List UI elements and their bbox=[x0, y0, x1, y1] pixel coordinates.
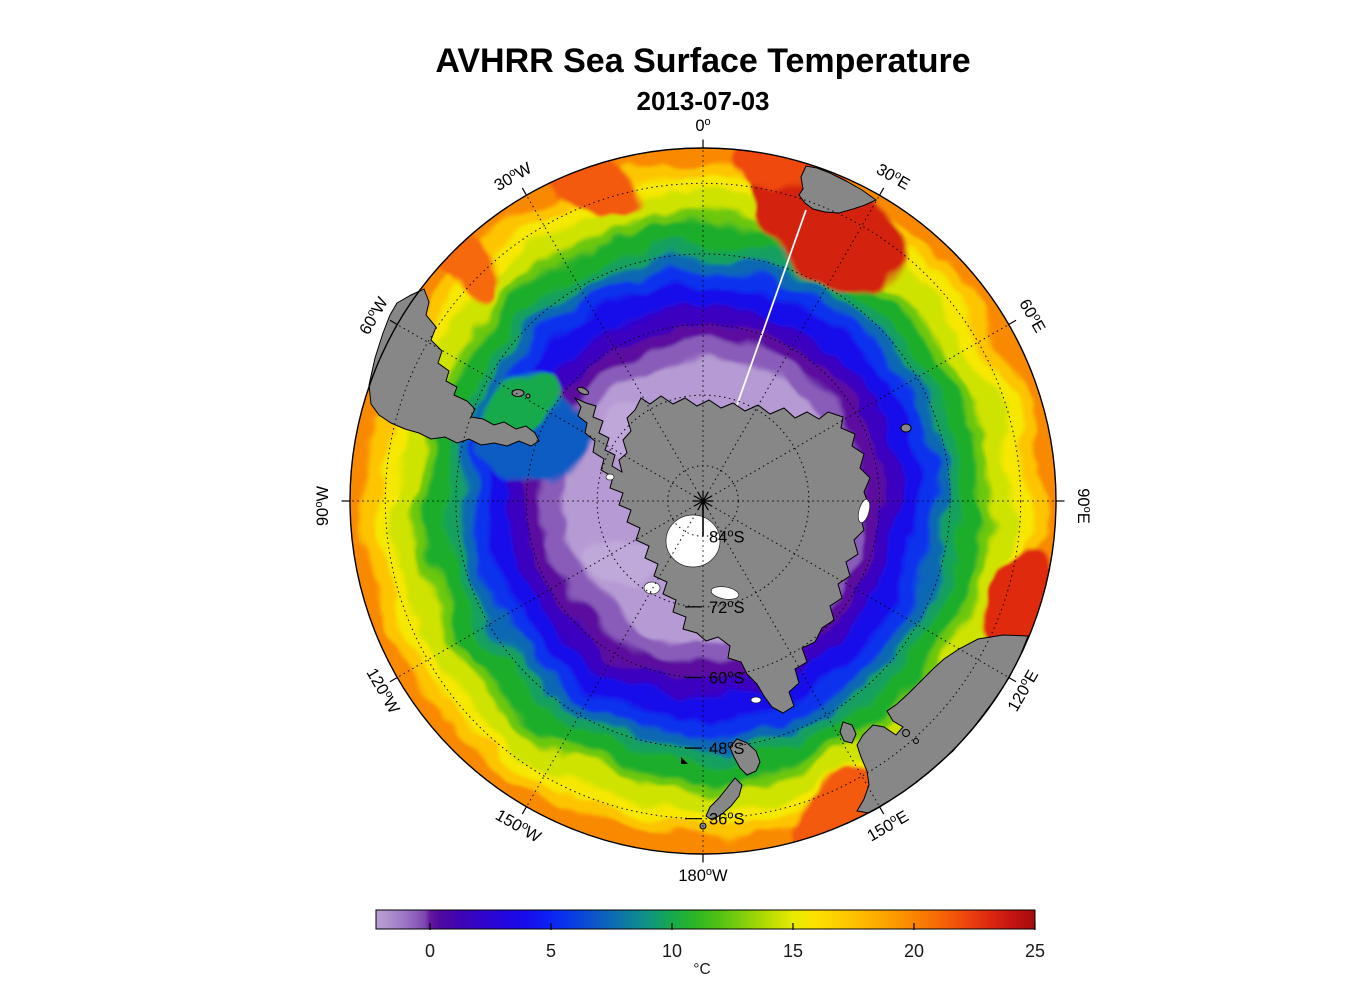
pole-marker bbox=[697, 492, 709, 510]
islet bbox=[902, 729, 910, 737]
landmass-new-zealand-north bbox=[729, 738, 761, 776]
colorbar-tick-label: 5 bbox=[546, 941, 556, 961]
longitude-label: 90oW bbox=[313, 486, 332, 526]
landmass-south-america bbox=[368, 288, 540, 447]
graticule-parallel bbox=[384, 182, 1022, 820]
island-falkland bbox=[511, 389, 525, 397]
ice-shelf bbox=[605, 473, 615, 481]
longitude-label: 60oE bbox=[1015, 296, 1049, 336]
colorbar-unit-label: °C bbox=[693, 961, 710, 978]
ice-shelf bbox=[857, 498, 871, 524]
longitude-label: 30oW bbox=[491, 158, 536, 195]
island-kerguelen bbox=[900, 423, 912, 433]
sst-cold-feature bbox=[484, 372, 560, 438]
colorbar-tick-label: 10 bbox=[662, 941, 682, 961]
landmass-africa bbox=[798, 165, 877, 214]
sst-mottle bbox=[582, 538, 654, 586]
latitude-label: 72oS bbox=[709, 598, 745, 617]
latitude-label: 84oS bbox=[709, 527, 745, 546]
latitude-label: 60oS bbox=[709, 669, 745, 688]
colorbar-tick-label: 0 bbox=[425, 941, 435, 961]
longitude-tick bbox=[1008, 319, 1017, 326]
ice-shelf bbox=[710, 586, 740, 600]
longitude-tick bbox=[521, 806, 528, 815]
graticule-meridian bbox=[706, 502, 1009, 678]
graticule-parallel bbox=[455, 253, 951, 749]
graticule-meridian bbox=[704, 504, 880, 807]
date-subtitle: 2013-07-03 bbox=[636, 86, 770, 116]
longitude-tick bbox=[521, 187, 528, 196]
islet-marker bbox=[681, 757, 688, 764]
colorbar-tick-label: 25 bbox=[1025, 941, 1045, 961]
longitude-tick bbox=[1008, 676, 1017, 683]
longitude-label: 30oE bbox=[873, 159, 913, 193]
page-title: AVHRR Sea Surface Temperature bbox=[435, 42, 971, 80]
colorbar bbox=[375, 909, 1036, 930]
island-falkland bbox=[525, 393, 531, 399]
colorbar-tick-label: 20 bbox=[904, 941, 924, 961]
latitude-label: 36oS bbox=[709, 810, 745, 829]
landmass-new-zealand-south bbox=[705, 777, 743, 821]
graticule-meridian bbox=[706, 324, 1009, 500]
colorbar-tick-label: 15 bbox=[783, 941, 803, 961]
longitude-tick bbox=[389, 676, 398, 683]
landmass-tasmania bbox=[839, 721, 857, 744]
longitude-label: 180oW bbox=[678, 866, 728, 885]
longitude-tick bbox=[389, 319, 398, 326]
graticule-meridian bbox=[526, 504, 702, 807]
island-south-georgia bbox=[576, 386, 590, 396]
longitude-label: 0o bbox=[695, 116, 710, 135]
graticule-meridian bbox=[704, 195, 880, 498]
latitude-label: 48oS bbox=[709, 739, 745, 758]
graticule-meridian bbox=[526, 195, 702, 498]
longitude-label: 90oE bbox=[1074, 488, 1093, 524]
landmass-antarctica bbox=[573, 395, 871, 714]
ice-shelf bbox=[643, 581, 661, 595]
longitude-tick bbox=[878, 806, 885, 815]
graticule-meridian bbox=[397, 324, 700, 500]
longitude-tick bbox=[878, 187, 885, 196]
ice-shelf bbox=[750, 696, 762, 704]
islet bbox=[913, 738, 919, 744]
graticule-parallel bbox=[596, 394, 810, 608]
graticule-parallel bbox=[526, 324, 880, 678]
graticule-meridian bbox=[397, 502, 700, 678]
